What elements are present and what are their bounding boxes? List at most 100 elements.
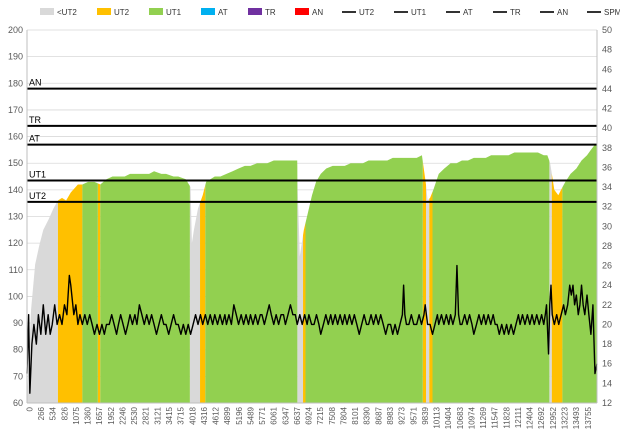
legend-label-ut2: UT2	[359, 8, 375, 17]
y-right-tick-label: 32	[602, 202, 612, 212]
x-tick-label: 5196	[235, 406, 244, 424]
y-axis-right: 12 14 16 18 20 22 24 26 28 30 32 34 36 38 40 42 44 46 48 50	[602, 25, 612, 408]
zone-fill-ut2	[551, 173, 563, 403]
y-right-tick-label: 42	[602, 104, 612, 114]
y-left-tick-label: 150	[8, 158, 23, 168]
x-tick-label: 7804	[339, 406, 348, 424]
y-right-tick-label: 12	[602, 398, 612, 408]
x-tick-label: 10683	[456, 406, 465, 429]
zone-fill-ut1	[205, 160, 298, 403]
y-left-tick-label: 70	[13, 371, 23, 381]
x-tick-label: 9273	[398, 406, 407, 424]
y-left-tick-label: 120	[8, 238, 23, 248]
zone-fill-below-ut2	[426, 184, 430, 403]
y-left-tick-label: 130	[8, 212, 23, 222]
y-right-tick-label: 30	[602, 221, 612, 231]
x-tick-label: 266	[37, 406, 46, 420]
legend-label-at: AT	[218, 8, 228, 17]
zone-fill-ut2	[429, 191, 433, 403]
x-tick-label: 1360	[84, 406, 93, 424]
x-tick-label: 12952	[549, 406, 558, 429]
legend-swatch-below-ut2	[40, 8, 54, 15]
legend-swatch-at	[201, 8, 215, 15]
x-tick-label: 6924	[305, 406, 314, 424]
level-label-ut1: UT1	[29, 170, 46, 180]
zone-fill-ut1	[562, 144, 597, 403]
legend-label-an: AN	[557, 8, 568, 17]
x-tick-label: 13223	[561, 406, 570, 429]
y-left-tick-label: 140	[8, 185, 23, 195]
y-left-tick-label: 100	[8, 291, 23, 301]
legend-swatch-an	[295, 8, 309, 15]
legend-label-ut1: UT1	[411, 8, 427, 17]
x-tick-label: 2821	[142, 406, 151, 424]
x-tick-label: 10974	[467, 406, 476, 429]
x-tick-label: 534	[49, 406, 58, 420]
zone-fill-ut2	[57, 184, 83, 403]
x-tick-label: 6061	[270, 406, 279, 424]
x-tick-label: 4612	[212, 406, 221, 424]
x-tick-label: 5489	[246, 406, 255, 424]
zone-fill-below-ut2	[297, 167, 304, 403]
legend-label-below-ut2: <UT2	[57, 8, 77, 17]
x-tick-label: 3121	[153, 406, 162, 424]
x-tick-label: 11547	[491, 406, 500, 428]
y-right-tick-label: 36	[602, 162, 612, 172]
zone-fill-below-ut2	[549, 160, 552, 403]
x-tick-label: 4899	[223, 406, 232, 424]
y-left-tick-label: 160	[8, 132, 23, 142]
x-tick-label: 8390	[363, 406, 372, 424]
legend-label-tr: TR	[265, 8, 276, 17]
x-tick-label: 9571	[409, 406, 418, 424]
y-right-tick-label: 22	[602, 300, 612, 310]
zone-fill-ut2	[97, 183, 101, 403]
x-tick-label: 10113	[433, 406, 442, 428]
y-left-tick-label: 110	[9, 265, 23, 275]
legend-swatch-ut1	[149, 8, 163, 15]
level-label-an: AN	[29, 78, 42, 88]
x-tick-label: 8687	[374, 406, 383, 424]
y-left-tick-label: 170	[8, 105, 23, 115]
legend-label-ut2: UT2	[114, 8, 130, 17]
y-left-tick-label: 190	[8, 52, 23, 62]
x-tick-label: 0	[25, 406, 34, 411]
x-tick-label: 5771	[258, 406, 267, 424]
legend-label-ut1: UT1	[166, 8, 182, 17]
x-tick-label: 12692	[537, 406, 546, 429]
zone-fill-below-ut2	[189, 185, 201, 403]
x-tick-label: 2246	[118, 406, 127, 424]
x-tick-label: 6637	[293, 406, 302, 424]
level-label-at: AT	[29, 134, 40, 144]
y-left-tick-label: 180	[8, 78, 23, 88]
y-right-tick-label: 14	[602, 378, 612, 388]
zone-fill-ut1	[100, 171, 190, 403]
legend-label-tr: TR	[510, 8, 521, 17]
x-tick-label: 10404	[444, 406, 453, 429]
zone-fill-ut1	[82, 181, 98, 403]
spm-series	[26, 264, 598, 394]
zone-fill-ut2	[200, 185, 206, 403]
x-tick-label: 3415	[165, 406, 174, 424]
level-label-tr: TR	[29, 115, 41, 125]
x-tick-label: 1075	[72, 406, 81, 424]
x-tick-label: 12111	[514, 406, 523, 428]
legend: <UT2 UT2 UT1 AT TR AN UT2 UT1 AT TR AN SPM	[40, 8, 620, 17]
x-tick-label: 2530	[130, 406, 139, 424]
x-tick-label: 8101	[351, 406, 360, 424]
x-tick-label: 13755	[584, 406, 593, 429]
y-right-tick-label: 40	[602, 123, 612, 133]
x-tick-label: 4316	[200, 406, 209, 424]
x-tick-label: 1657	[95, 406, 104, 424]
y-right-tick-label: 44	[602, 84, 612, 94]
y-right-tick-label: 50	[602, 25, 612, 35]
y-right-tick-label: 46	[602, 64, 612, 74]
x-tick-label: 12404	[526, 406, 535, 429]
zone-fill-ut2	[303, 222, 306, 403]
y-right-tick-label: 34	[602, 182, 612, 192]
x-tick-label: 4018	[188, 406, 197, 424]
y-left-tick-label: 80	[13, 345, 23, 355]
x-tick-label: 13493	[572, 406, 581, 429]
x-tick-label: 826	[60, 406, 69, 420]
x-tick-label: 3715	[177, 406, 186, 424]
